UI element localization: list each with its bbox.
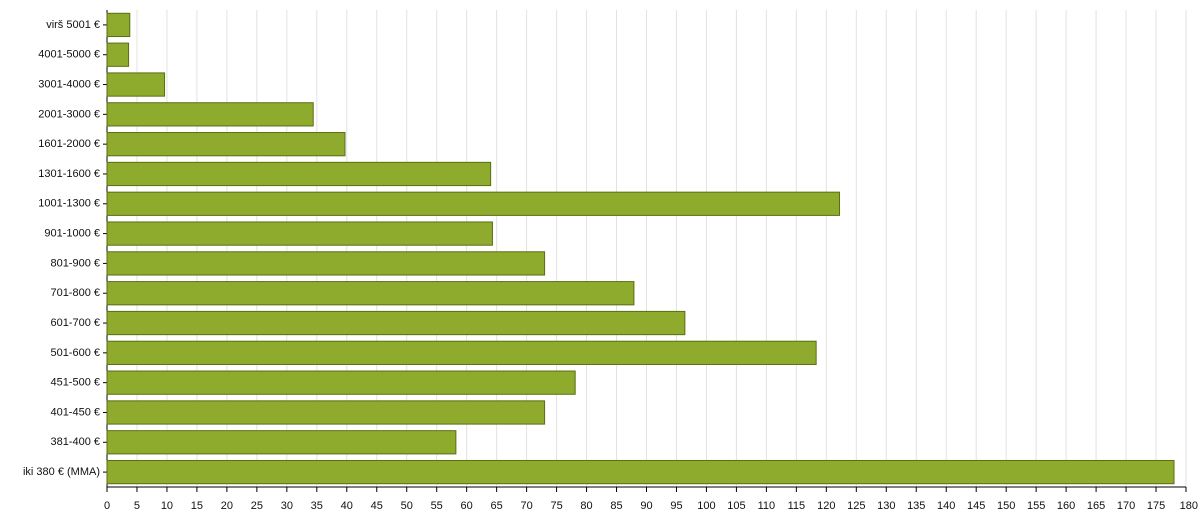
x-tick-label: 60 bbox=[461, 500, 473, 512]
x-tick-label: 45 bbox=[371, 500, 383, 512]
bar bbox=[106, 12, 131, 38]
y-tick-label: 3001-4000 € bbox=[38, 78, 100, 90]
x-tick-label: 85 bbox=[610, 500, 622, 512]
bar bbox=[106, 310, 686, 336]
bar bbox=[106, 430, 457, 455]
x-tick-label: 25 bbox=[251, 500, 263, 512]
x-tick-label: 110 bbox=[758, 500, 776, 512]
x-tick-label: 165 bbox=[1087, 500, 1105, 512]
y-tick-label: 4001-5000 € bbox=[38, 49, 100, 61]
x-tick-label: 55 bbox=[431, 500, 443, 512]
x-tick-label: 175 bbox=[1147, 500, 1165, 512]
bar bbox=[106, 400, 546, 425]
y-tick-label: 1301-1600 € bbox=[38, 168, 100, 180]
x-tick-label: 100 bbox=[697, 500, 715, 512]
x-tick-label: 120 bbox=[817, 500, 835, 512]
bar bbox=[106, 132, 346, 157]
x-tick-label: 130 bbox=[877, 500, 895, 512]
x-tick-label: 0 bbox=[104, 500, 110, 512]
x-tick-label: 70 bbox=[520, 500, 532, 512]
x-tick-label: 5 bbox=[134, 500, 140, 512]
x-tick-label: 40 bbox=[341, 500, 353, 512]
bar bbox=[106, 102, 314, 127]
x-tick-label: 90 bbox=[640, 500, 652, 512]
bar bbox=[106, 251, 546, 276]
x-tick-label: 50 bbox=[401, 500, 413, 512]
x-tick-label: 80 bbox=[580, 500, 592, 512]
y-tick-label: 401-450 € bbox=[50, 406, 100, 418]
x-tick-label: 155 bbox=[1027, 500, 1045, 512]
x-tick-label: 170 bbox=[1117, 500, 1135, 512]
y-tick-label: 2001-3000 € bbox=[38, 108, 100, 120]
x-tick-label: 75 bbox=[550, 500, 562, 512]
x-tick-label: 140 bbox=[937, 500, 955, 512]
y-tick-label: 901-1000 € bbox=[44, 228, 100, 240]
bar bbox=[106, 42, 130, 67]
x-tick-label: 105 bbox=[727, 500, 745, 512]
y-tick-label: iki 380 € (MMA) bbox=[23, 466, 100, 478]
y-tick-label: virš 5001 € bbox=[46, 19, 100, 31]
bar bbox=[106, 340, 817, 365]
x-tick-label: 15 bbox=[191, 500, 203, 512]
y-tick-label: 701-800 € bbox=[50, 287, 100, 299]
x-tick-label: 95 bbox=[670, 500, 682, 512]
bar bbox=[106, 459, 1175, 485]
x-tick-label: 145 bbox=[967, 500, 985, 512]
y-tick-label: 501-600 € bbox=[50, 347, 100, 359]
y-tick-label: 381-400 € bbox=[50, 436, 100, 448]
y-tick-label: 1001-1300 € bbox=[38, 198, 100, 210]
x-tick-label: 10 bbox=[161, 500, 173, 512]
x-tick-label: 35 bbox=[311, 500, 323, 512]
bar bbox=[106, 221, 493, 246]
x-tick-label: 20 bbox=[221, 500, 233, 512]
bar bbox=[106, 161, 492, 187]
y-tick-label: 601-700 € bbox=[50, 317, 100, 329]
x-tick-label: 65 bbox=[491, 500, 503, 512]
x-tick-label: 150 bbox=[997, 500, 1015, 512]
x-tick-label: 160 bbox=[1057, 500, 1075, 512]
x-tick-label: 115 bbox=[788, 500, 806, 512]
x-tick-label: 135 bbox=[907, 500, 925, 512]
bar bbox=[106, 281, 635, 306]
bar bbox=[106, 191, 841, 216]
bar bbox=[106, 72, 166, 97]
bar bbox=[106, 370, 576, 395]
x-tick-label: 30 bbox=[281, 500, 293, 512]
y-tick-label: 1601-2000 € bbox=[38, 138, 100, 150]
y-tick-label: 801-900 € bbox=[50, 257, 100, 269]
x-tick-label: 180 bbox=[1180, 500, 1198, 512]
x-tick-label: 125 bbox=[847, 500, 865, 512]
y-tick-label: 451-500 € bbox=[50, 377, 100, 389]
